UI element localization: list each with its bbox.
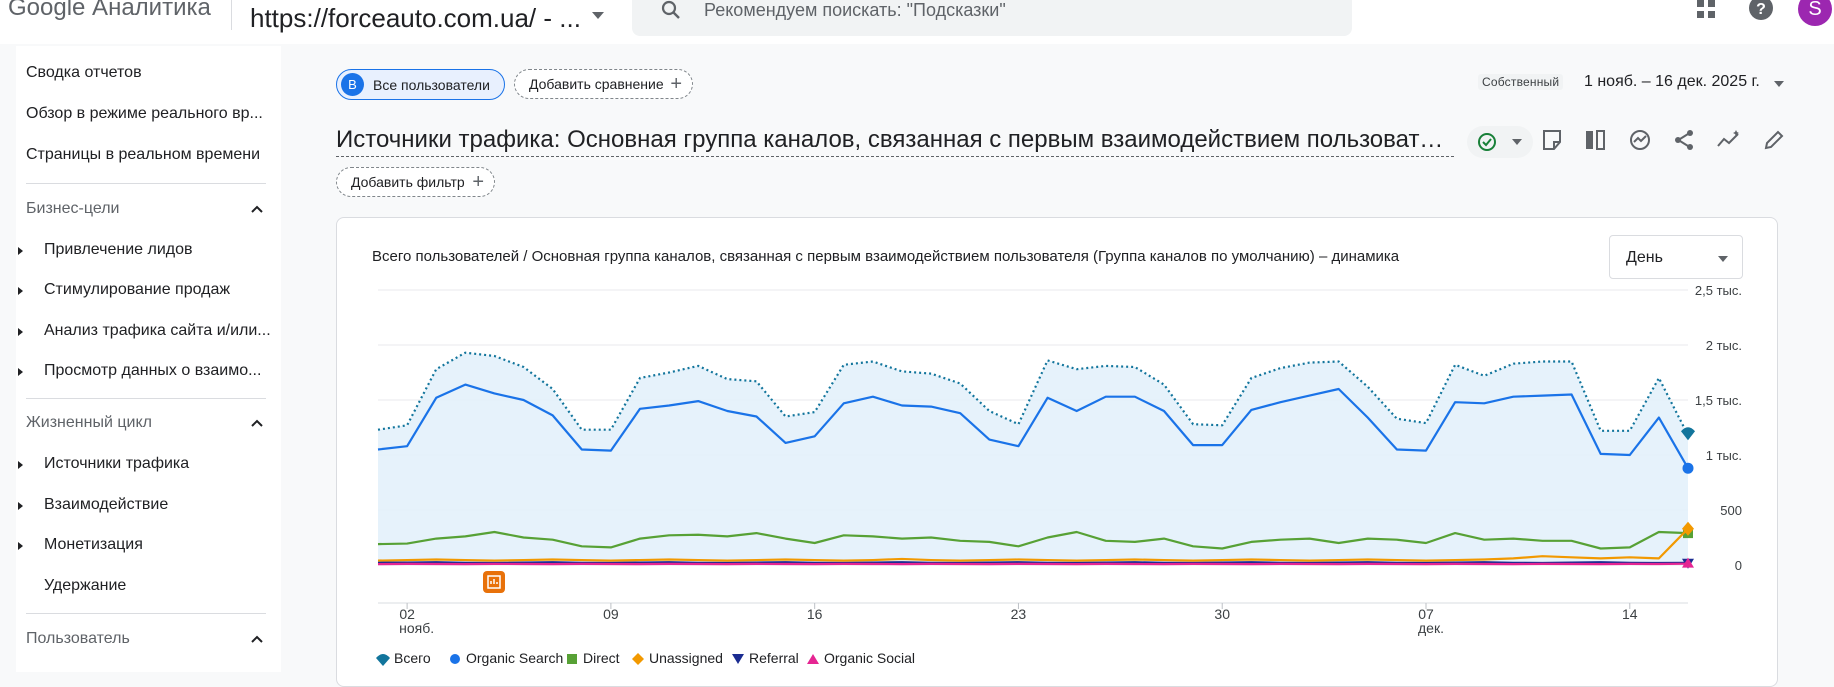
- check-circle-icon: [1477, 132, 1497, 152]
- legend-label: Direct: [583, 650, 620, 666]
- annotation-marker-icon[interactable]: [483, 571, 505, 593]
- legend-marker-icon: [565, 652, 579, 666]
- share-icon[interactable]: [1672, 128, 1696, 152]
- svg-text:?: ?: [1756, 1, 1766, 18]
- divider: [26, 613, 266, 614]
- divider: [26, 183, 266, 184]
- add-comparison-button[interactable]: Добавить сравнение +: [514, 69, 693, 99]
- avatar[interactable]: S: [1798, 0, 1832, 26]
- search-input[interactable]: Рекомендуем поискать: "Подсказки": [704, 0, 1006, 21]
- chart-card: Всего пользователей / Основная группа ка…: [336, 217, 1778, 687]
- divider: [231, 0, 232, 30]
- chevron-down-icon: [1512, 139, 1522, 145]
- annotation-icon[interactable]: [1540, 128, 1564, 152]
- chart-title: Всего пользователей / Основная группа ка…: [372, 248, 1399, 265]
- sidebar-item-realtime-pages[interactable]: Страницы в реальном времени: [26, 146, 276, 164]
- segment-label: Все пользователи: [373, 77, 490, 93]
- legend-marker-icon: [806, 652, 820, 666]
- plus-icon: +: [472, 172, 484, 192]
- chevron-up-icon[interactable]: [250, 204, 264, 214]
- sidebar-item-reports-snapshot[interactable]: Сводка отчетов: [26, 64, 276, 82]
- property-selector[interactable]: https://forceauto.com.ua/ - ...: [250, 3, 581, 34]
- page-title: Источники трафика: Основная группа канал…: [336, 126, 1454, 157]
- legend-marker-icon: [448, 652, 462, 666]
- legend-label: Organic Social: [824, 650, 915, 666]
- chevron-down-icon[interactable]: [1774, 81, 1784, 87]
- trend-sparkle-icon[interactable]: [1716, 128, 1742, 152]
- chevron-down-icon[interactable]: [592, 12, 604, 19]
- legend-marker-icon: [731, 652, 745, 666]
- legend-label: Всего: [394, 650, 431, 666]
- granularity-select[interactable]: День: [1609, 235, 1743, 279]
- legend-label: Organic Search: [466, 650, 563, 666]
- chevron-up-icon[interactable]: [250, 634, 264, 644]
- expand-arrow-icon: [18, 542, 23, 550]
- add-filter-button[interactable]: Добавить фильтр +: [336, 167, 495, 197]
- top-bar: Google Аналитика https://forceauto.com.u…: [0, 0, 1834, 44]
- apps-grid-icon[interactable]: [1697, 0, 1719, 20]
- add-filter-label: Добавить фильтр: [351, 174, 465, 190]
- legend-marker-icon: [376, 652, 390, 666]
- chevron-up-icon[interactable]: [250, 418, 264, 428]
- compare-icon[interactable]: [1583, 128, 1607, 152]
- section-business-goals[interactable]: Бизнес-цели: [26, 200, 119, 218]
- section-user[interactable]: Пользователь: [26, 630, 130, 648]
- date-type-badge: Собственный: [1478, 74, 1563, 90]
- expand-arrow-icon: [18, 502, 23, 510]
- expand-arrow-icon: [18, 461, 23, 469]
- expand-arrow-icon: [18, 287, 23, 295]
- granularity-value: День: [1626, 249, 1663, 267]
- search-icon: [660, 0, 682, 22]
- segment-chip-all-users[interactable]: B Все пользователи: [336, 69, 505, 100]
- legend-marker-icon: [631, 652, 645, 666]
- expand-arrow-icon: [18, 328, 23, 336]
- add-comparison-label: Добавить сравнение: [529, 76, 664, 92]
- sidebar: Сводка отчетов Обзор в режиме реального …: [16, 46, 281, 672]
- brand-logo[interactable]: Google Аналитика: [8, 0, 211, 22]
- date-range-picker[interactable]: 1 нояб. – 16 дек. 2025 г.: [1584, 73, 1760, 91]
- help-icon[interactable]: ?: [1748, 0, 1774, 22]
- legend-label: Unassigned: [649, 650, 723, 666]
- search-box[interactable]: Рекомендуем поискать: "Подсказки": [632, 0, 1352, 36]
- section-lifecycle[interactable]: Жизненный цикл: [26, 414, 152, 432]
- chevron-down-icon: [1718, 256, 1728, 262]
- report-status-chip[interactable]: [1467, 126, 1533, 158]
- legend-label: Referral: [749, 650, 799, 666]
- expand-arrow-icon: [18, 247, 23, 255]
- edit-icon[interactable]: [1762, 128, 1786, 152]
- plus-icon: +: [670, 74, 682, 94]
- insights-icon[interactable]: [1628, 128, 1652, 152]
- segment-badge: B: [341, 73, 364, 96]
- divider: [26, 398, 266, 399]
- expand-arrow-icon: [18, 368, 23, 376]
- sidebar-item-realtime-overview[interactable]: Обзор в режиме реального вр...: [26, 105, 276, 123]
